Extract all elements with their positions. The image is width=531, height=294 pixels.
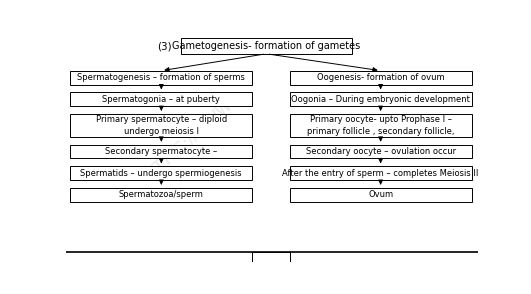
FancyBboxPatch shape: [289, 71, 472, 85]
Text: Spermatogonia – at puberty: Spermatogonia – at puberty: [102, 95, 220, 104]
Text: Spermatids – undergo spermiogenesis: Spermatids – undergo spermiogenesis: [81, 169, 242, 178]
Text: Gametogenesis- formation of gametes: Gametogenesis- formation of gametes: [172, 41, 361, 51]
FancyBboxPatch shape: [70, 114, 252, 137]
FancyBboxPatch shape: [289, 145, 472, 158]
FancyBboxPatch shape: [289, 188, 472, 202]
Text: Oogonia – During embryonic development: Oogonia – During embryonic development: [291, 95, 470, 104]
Text: Ovum: Ovum: [368, 190, 393, 199]
Text: (3): (3): [157, 41, 172, 51]
Text: Primary spermatocyte – diploid
undergo meiosis I: Primary spermatocyte – diploid undergo m…: [96, 115, 227, 136]
Text: Secondary oocyte – ovulation occur: Secondary oocyte – ovulation occur: [305, 147, 456, 156]
Text: HTTPS://WWW.: HTTPS://WWW.: [143, 95, 237, 182]
FancyBboxPatch shape: [252, 253, 289, 262]
FancyBboxPatch shape: [289, 114, 472, 137]
Text: Secondary spermatocyte –: Secondary spermatocyte –: [105, 147, 217, 156]
Text: Primary oocyte- upto Prophase I –
primary follicle , secondary follicle,: Primary oocyte- upto Prophase I – primar…: [307, 115, 455, 136]
FancyBboxPatch shape: [70, 188, 252, 202]
FancyBboxPatch shape: [289, 166, 472, 180]
Text: Spermatozoa/sperm: Spermatozoa/sperm: [119, 190, 204, 199]
Text: After the entry of sperm – completes Meiosis II: After the entry of sperm – completes Mei…: [282, 169, 479, 178]
Text: Spermatogenesis – formation of sperms: Spermatogenesis – formation of sperms: [78, 73, 245, 82]
FancyBboxPatch shape: [70, 71, 252, 85]
FancyBboxPatch shape: [70, 145, 252, 158]
FancyBboxPatch shape: [70, 166, 252, 180]
FancyBboxPatch shape: [70, 92, 252, 106]
Text: Oogenesis- formation of ovum: Oogenesis- formation of ovum: [317, 73, 444, 82]
FancyBboxPatch shape: [181, 38, 352, 54]
FancyBboxPatch shape: [289, 92, 472, 106]
